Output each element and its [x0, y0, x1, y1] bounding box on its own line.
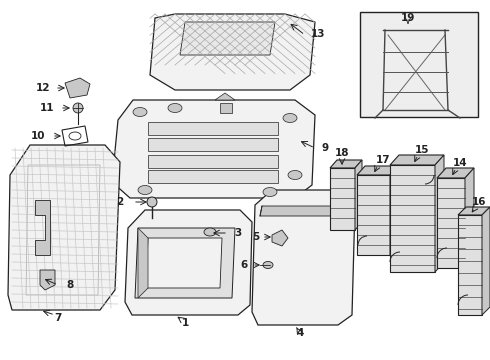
Polygon shape: [437, 168, 474, 178]
Polygon shape: [390, 155, 444, 165]
Polygon shape: [8, 145, 120, 310]
Ellipse shape: [283, 113, 297, 122]
Bar: [148, 122, 278, 135]
Text: 7: 7: [54, 313, 62, 323]
Polygon shape: [135, 228, 235, 298]
Text: 18: 18: [335, 148, 349, 158]
Text: 13: 13: [311, 29, 325, 39]
Bar: [220, 103, 232, 113]
Ellipse shape: [263, 261, 273, 269]
Polygon shape: [215, 93, 235, 100]
Polygon shape: [330, 160, 362, 168]
Ellipse shape: [288, 171, 302, 180]
Text: 17: 17: [376, 155, 391, 165]
Text: 14: 14: [453, 158, 467, 168]
Text: 5: 5: [252, 232, 260, 242]
Text: 8: 8: [66, 280, 74, 290]
Ellipse shape: [147, 197, 157, 207]
Bar: [148, 138, 278, 151]
Ellipse shape: [263, 188, 277, 197]
Text: 9: 9: [321, 143, 329, 153]
Polygon shape: [35, 200, 50, 255]
Text: 4: 4: [296, 328, 304, 338]
Polygon shape: [437, 178, 465, 268]
Polygon shape: [125, 210, 252, 315]
Text: 2: 2: [117, 197, 123, 207]
Text: 1: 1: [181, 318, 189, 328]
Polygon shape: [465, 168, 474, 268]
Text: 10: 10: [31, 131, 45, 141]
Polygon shape: [65, 78, 90, 98]
Polygon shape: [252, 190, 355, 325]
Polygon shape: [180, 22, 275, 55]
Polygon shape: [357, 175, 390, 255]
Polygon shape: [390, 166, 398, 255]
Text: 16: 16: [472, 197, 486, 207]
Text: 11: 11: [40, 103, 54, 113]
Polygon shape: [435, 155, 444, 272]
Text: 6: 6: [241, 260, 247, 270]
Bar: [148, 155, 278, 168]
Text: 15: 15: [415, 145, 429, 155]
Polygon shape: [146, 238, 222, 288]
Ellipse shape: [138, 185, 152, 194]
Polygon shape: [357, 166, 398, 175]
Polygon shape: [112, 100, 315, 198]
Text: 3: 3: [234, 228, 242, 238]
Polygon shape: [138, 228, 148, 298]
Polygon shape: [390, 165, 435, 272]
Polygon shape: [40, 270, 55, 290]
Ellipse shape: [73, 103, 83, 113]
Bar: [148, 170, 278, 183]
Polygon shape: [458, 215, 482, 315]
Polygon shape: [272, 230, 288, 246]
Polygon shape: [458, 207, 490, 215]
Polygon shape: [355, 160, 362, 230]
Text: 12: 12: [36, 83, 50, 93]
Ellipse shape: [168, 104, 182, 113]
Polygon shape: [330, 168, 355, 230]
Polygon shape: [150, 14, 315, 90]
Bar: [360, 12, 478, 117]
Ellipse shape: [204, 228, 216, 236]
Polygon shape: [482, 207, 490, 315]
Polygon shape: [260, 206, 340, 216]
Text: 19: 19: [401, 13, 415, 23]
Ellipse shape: [133, 108, 147, 117]
